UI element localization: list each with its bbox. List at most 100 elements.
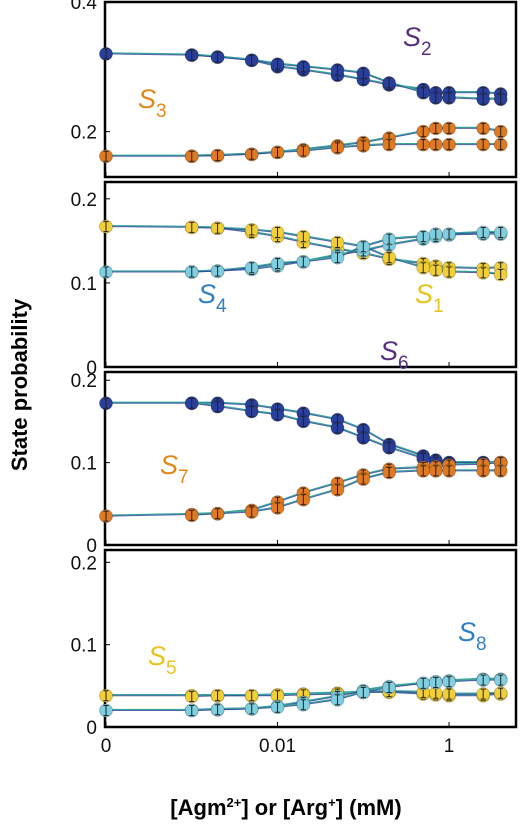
data-point	[416, 463, 431, 478]
data-point	[493, 463, 508, 478]
data-point	[442, 687, 456, 701]
data-point	[476, 92, 491, 107]
state-label-main: S	[160, 450, 178, 480]
state-label-main: S	[198, 279, 216, 309]
state-label-main: S	[148, 641, 166, 671]
data-point	[356, 431, 371, 445]
data-point	[296, 492, 311, 507]
data-point	[296, 229, 311, 244]
data-point	[493, 686, 508, 701]
y-tick-label: 0.2	[71, 190, 97, 211]
state-label-subscript: 2	[421, 39, 432, 60]
data-point	[382, 137, 397, 152]
data-point	[184, 220, 199, 235]
data-point	[416, 137, 431, 152]
x-axis-title-sup2: +	[328, 795, 336, 810]
series-4	[184, 673, 508, 718]
data-point	[244, 688, 259, 703]
data-point	[270, 225, 285, 240]
data-point	[184, 689, 199, 704]
state-label-main: S	[403, 22, 421, 52]
data-point	[244, 53, 259, 68]
data-point	[184, 703, 199, 718]
state-label-subscript: 1	[433, 296, 444, 317]
data-point	[416, 124, 431, 139]
state-label-main: S	[380, 336, 398, 366]
data-point	[493, 92, 508, 107]
data-point	[244, 505, 259, 519]
data-point	[244, 404, 259, 419]
state-label: S7	[160, 450, 189, 488]
state-label: S1	[415, 279, 444, 317]
data-point	[428, 463, 443, 478]
panel-2: 00.10.2S4 S1	[71, 180, 518, 379]
y-axis-title: State probability	[7, 298, 32, 471]
x-tick-label: 0	[101, 736, 112, 757]
data-point	[476, 265, 491, 280]
data-point	[296, 697, 311, 712]
y-tick-label: 0.2	[71, 553, 97, 574]
data-point	[270, 145, 285, 160]
x-axis-title-middle: ] or [Arg	[241, 795, 328, 820]
data-point	[476, 225, 491, 240]
data-point	[184, 149, 199, 164]
data-point	[428, 227, 443, 242]
state-label-main: S	[458, 617, 476, 647]
panel-frame	[103, 548, 518, 729]
state-label: S5	[148, 641, 177, 679]
fit-curve	[191, 469, 501, 515]
data-point	[330, 421, 345, 435]
data-point	[428, 137, 443, 152]
data-point	[416, 260, 431, 275]
data-point	[382, 76, 397, 90]
data-point	[296, 254, 311, 269]
data-point	[99, 219, 113, 234]
y-tick-label: 0	[86, 358, 97, 379]
data-point	[244, 223, 259, 237]
data-point	[382, 250, 397, 265]
y-tick-label: 0.2	[71, 371, 97, 392]
data-point	[270, 256, 285, 271]
data-point	[184, 265, 199, 279]
data-point	[330, 250, 345, 265]
data-point	[210, 506, 225, 521]
data-point	[270, 407, 285, 422]
data-point	[442, 674, 456, 689]
x-axis-title-suffix: ] (mM)	[336, 795, 402, 820]
state-label-subscript: 6	[398, 353, 409, 374]
data-point	[476, 463, 491, 478]
data-point	[99, 265, 113, 279]
data-point	[382, 232, 397, 247]
data-point	[476, 673, 491, 687]
state-label: S3	[138, 84, 167, 122]
data-point	[442, 227, 456, 242]
data-point	[442, 91, 456, 105]
data-point	[356, 472, 371, 486]
series-2	[184, 48, 508, 107]
data-point	[356, 138, 371, 153]
data-point	[210, 264, 225, 279]
y-tick-label: 0	[86, 536, 97, 557]
data-point	[476, 687, 491, 701]
data-point	[210, 688, 225, 703]
data-point	[270, 57, 285, 72]
data-point	[330, 63, 345, 77]
data-point	[210, 50, 225, 64]
series-line	[191, 402, 501, 464]
data-point	[296, 59, 311, 74]
data-point	[296, 144, 311, 158]
y-tick-label: 0.4	[71, 0, 98, 14]
y-tick-label: 0	[86, 718, 97, 739]
series-4	[184, 225, 508, 279]
state-label-subscript: 8	[476, 634, 487, 655]
data-point	[244, 147, 259, 162]
data-point	[330, 235, 345, 250]
data-point	[428, 91, 443, 105]
data-point	[476, 121, 491, 136]
state-label-subscript: 4	[216, 296, 227, 317]
panel-frame	[103, 0, 518, 179]
series-line	[191, 470, 501, 516]
